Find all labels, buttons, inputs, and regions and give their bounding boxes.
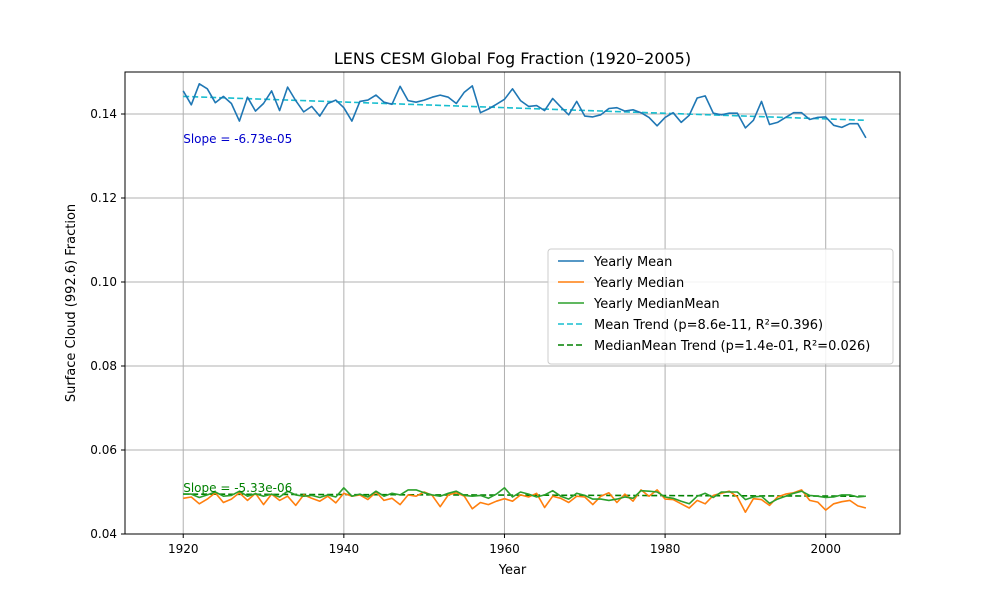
grid-lines bbox=[125, 72, 900, 535]
x-tick-label: 2000 bbox=[810, 542, 841, 556]
series-line-yearly-medianmean bbox=[183, 486, 866, 505]
legend-label: Yearly Median bbox=[593, 276, 684, 291]
y-tick-label: 0.12 bbox=[90, 191, 117, 205]
x-tick-label: 1920 bbox=[168, 542, 199, 556]
x-axis-label: Year bbox=[498, 563, 527, 578]
data-series bbox=[182, 83, 867, 514]
legend-label: Mean Trend (p=8.6e-11, R²=0.396) bbox=[594, 318, 823, 333]
chart-title: LENS CESM Global Fog Fraction (1920–2005… bbox=[334, 49, 691, 68]
slope-annotation: Slope = -6.73e-05 bbox=[183, 132, 292, 146]
legend-label: Yearly MedianMean bbox=[593, 297, 720, 312]
plot-frame bbox=[124, 71, 901, 535]
slope-annotation: Slope = -5.33e-06 bbox=[183, 481, 292, 495]
legend: Yearly Mean Yearly Median Yearly MedianMea… bbox=[547, 248, 894, 365]
x-tick-label: 1960 bbox=[489, 542, 520, 556]
x-tick-label: 1980 bbox=[650, 542, 681, 556]
y-tick-label: 0.06 bbox=[90, 443, 117, 457]
axis-ticks: 1920 1940 1960 1980 2000 0.04 0.06 0.08 0.10 0.12… bbox=[90, 107, 841, 556]
legend-box bbox=[547, 248, 894, 365]
y-tick-label: 0.10 bbox=[90, 275, 117, 289]
series-line-mean-trend-p-8-6e-11-r-0-396 bbox=[183, 95, 866, 122]
x-tick-label: 1940 bbox=[329, 542, 360, 556]
y-tick-label: 0.14 bbox=[90, 107, 117, 121]
y-axis-label: Surface Cloud (992.6) Fraction bbox=[64, 204, 79, 402]
legend-label: MedianMean Trend (p=1.4e-01, R²=0.026) bbox=[594, 339, 870, 354]
series-line-yearly-median bbox=[183, 489, 867, 514]
y-tick-label: 0.08 bbox=[90, 359, 117, 373]
series-line-yearly-mean bbox=[182, 83, 867, 139]
slope-annotations: Slope = -6.73e-05 Slope = -5.33e-06 bbox=[183, 132, 292, 495]
y-tick-label: 0.04 bbox=[90, 527, 117, 541]
legend-label: Yearly Mean bbox=[593, 255, 672, 270]
